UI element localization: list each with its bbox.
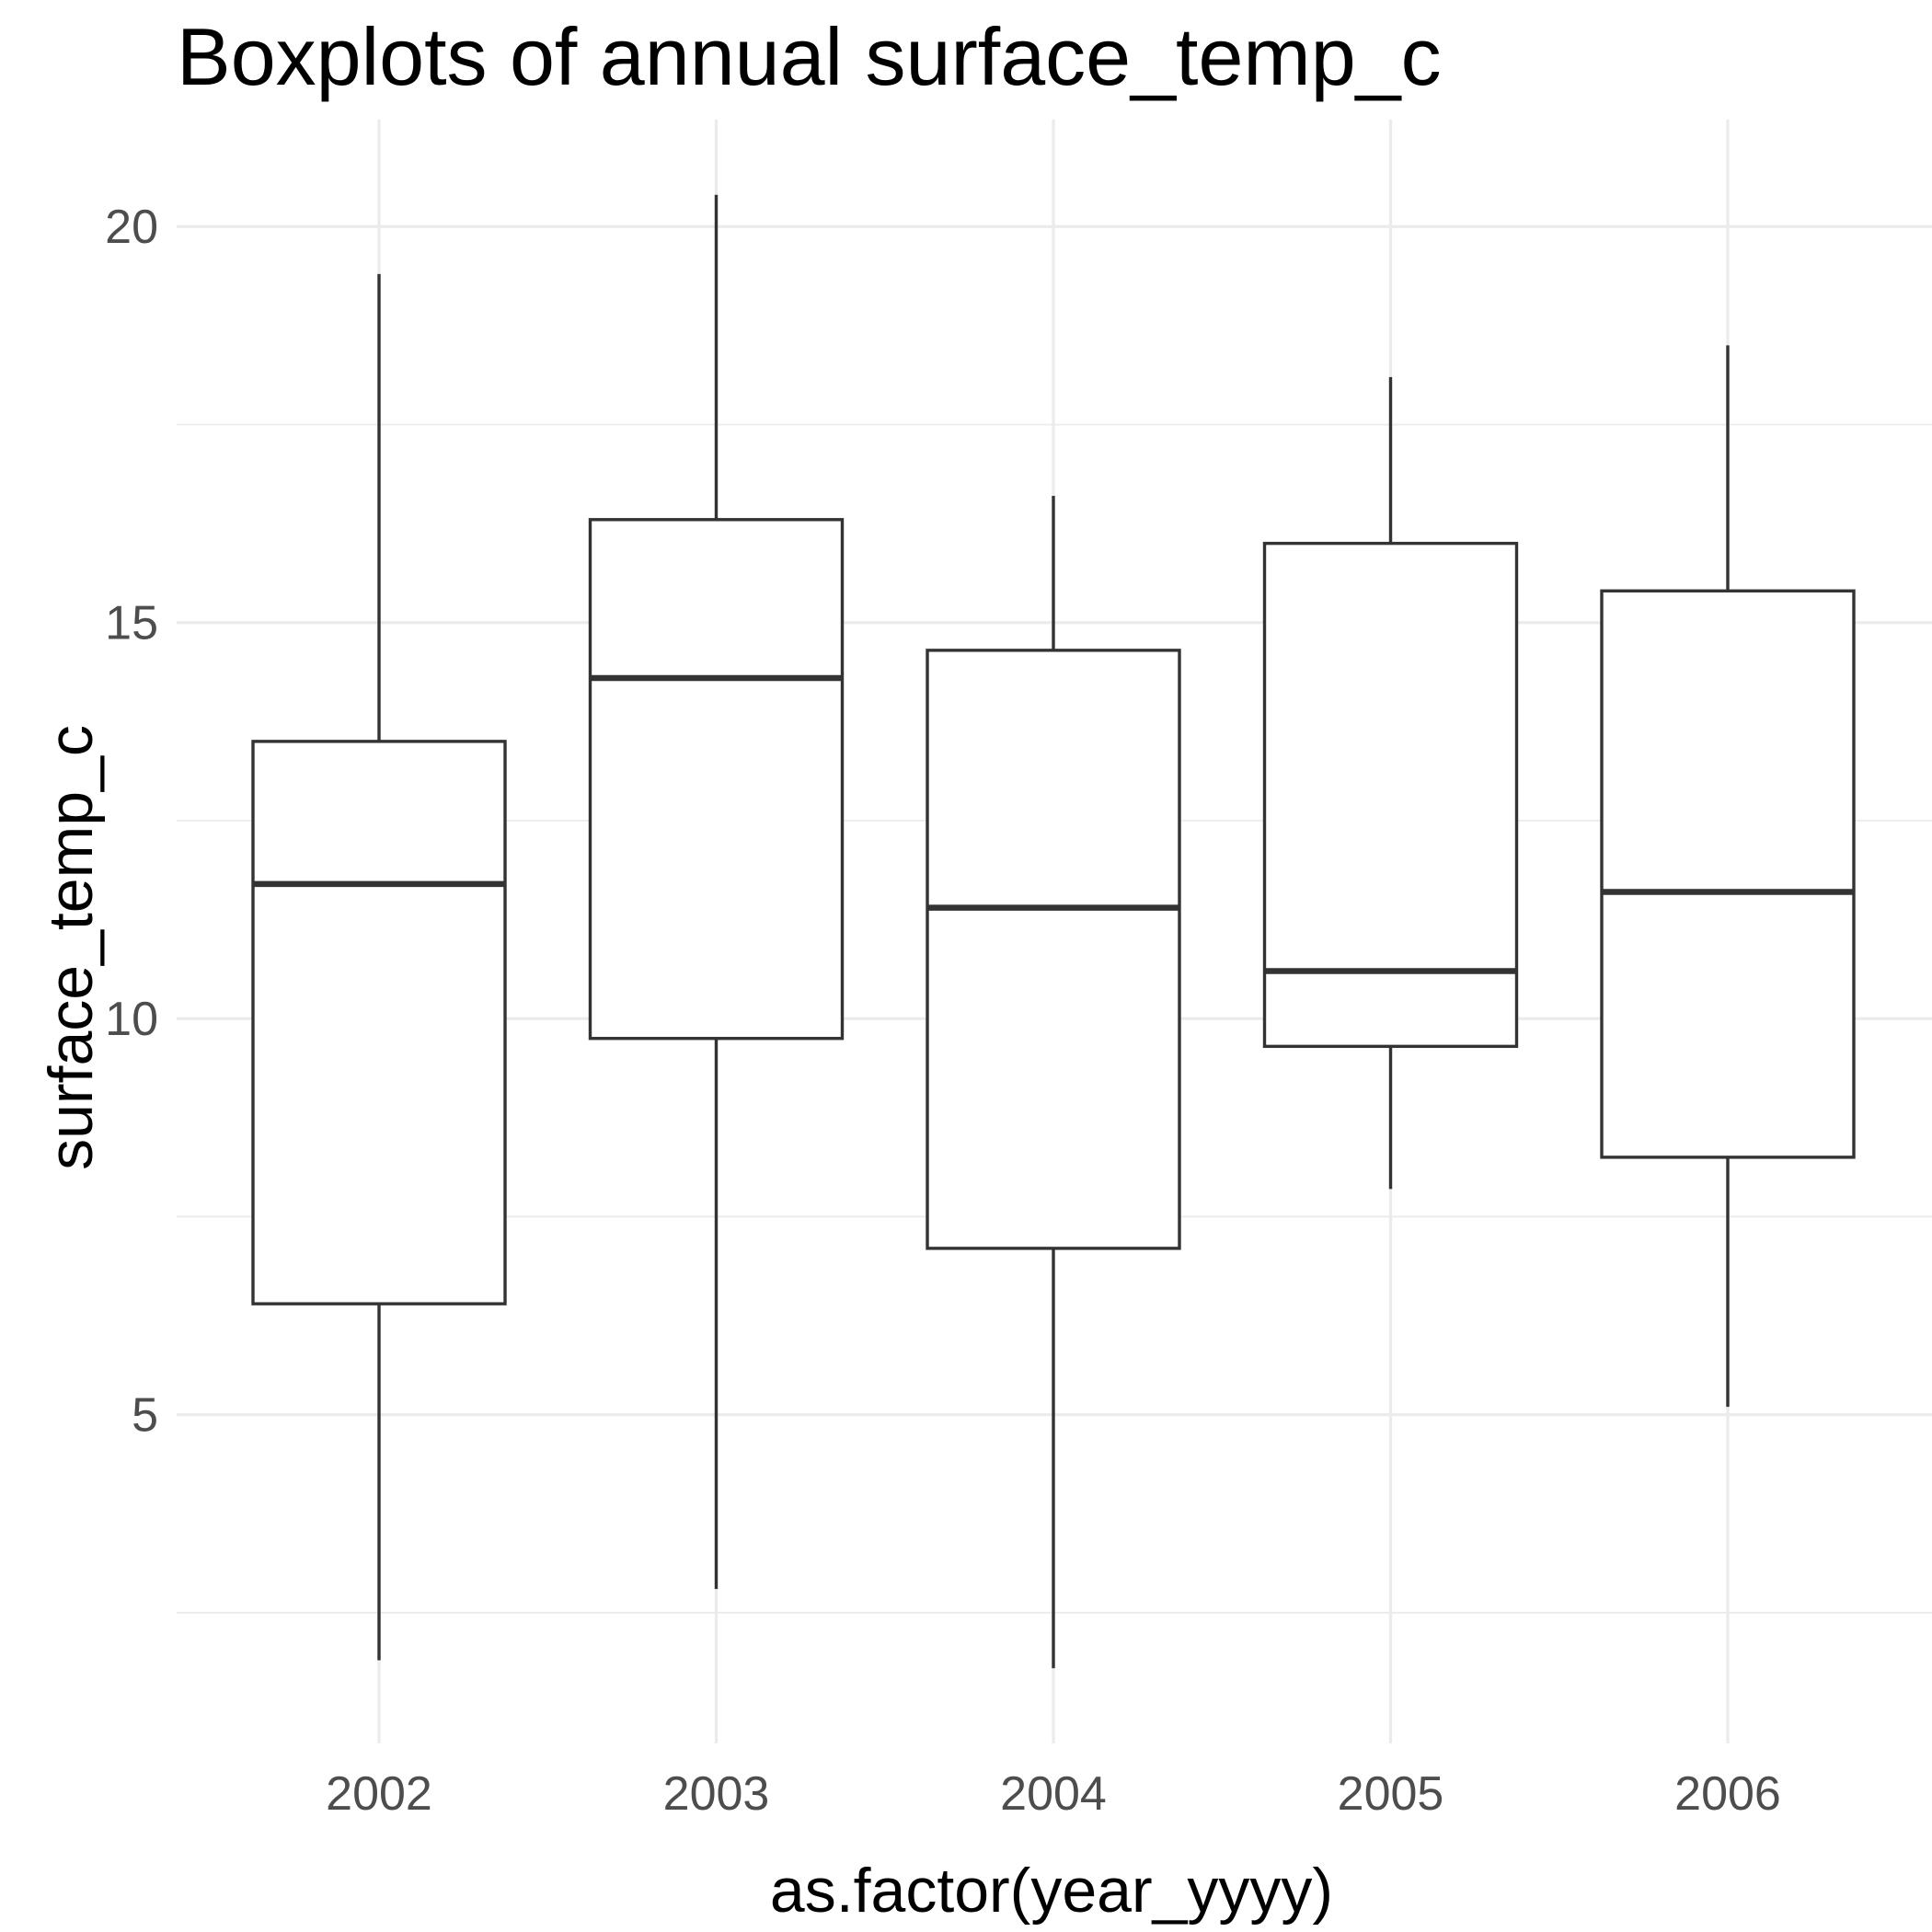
iqr-box	[588, 518, 845, 1041]
box-2004	[926, 495, 1181, 1669]
x-tick-label: 2006	[1674, 1767, 1781, 1821]
iqr-box	[1262, 541, 1519, 1049]
y-tick-label: 15	[105, 597, 158, 650]
y-tick-label: 10	[105, 993, 158, 1046]
box-2006	[1600, 345, 1856, 1408]
y-axis-ticks: 5 10 15 20	[105, 201, 158, 1442]
chart-title: Boxplots of annual surface_temp_c	[177, 11, 1442, 102]
box-2002	[251, 273, 507, 1661]
x-tick-label: 2005	[1338, 1767, 1444, 1821]
y-tick-label: 20	[105, 201, 158, 254]
x-tick-label: 2002	[326, 1767, 432, 1821]
iqr-box	[926, 649, 1181, 1250]
box-2005	[1262, 376, 1519, 1190]
boxplot-series	[251, 194, 1856, 1669]
x-tick-label: 2004	[1000, 1767, 1107, 1821]
y-axis-title: surface_temp_c	[36, 725, 106, 1170]
iqr-box	[251, 740, 507, 1305]
iqr-box	[1600, 589, 1856, 1159]
x-tick-label: 2003	[663, 1767, 770, 1821]
x-axis-ticks: 2002 2003 2004 2005 2006	[326, 1767, 1781, 1821]
box-2003	[588, 194, 845, 1590]
x-axis-title: as.factor(year_yyyy)	[770, 1856, 1333, 1926]
y-tick-label: 5	[132, 1389, 158, 1443]
